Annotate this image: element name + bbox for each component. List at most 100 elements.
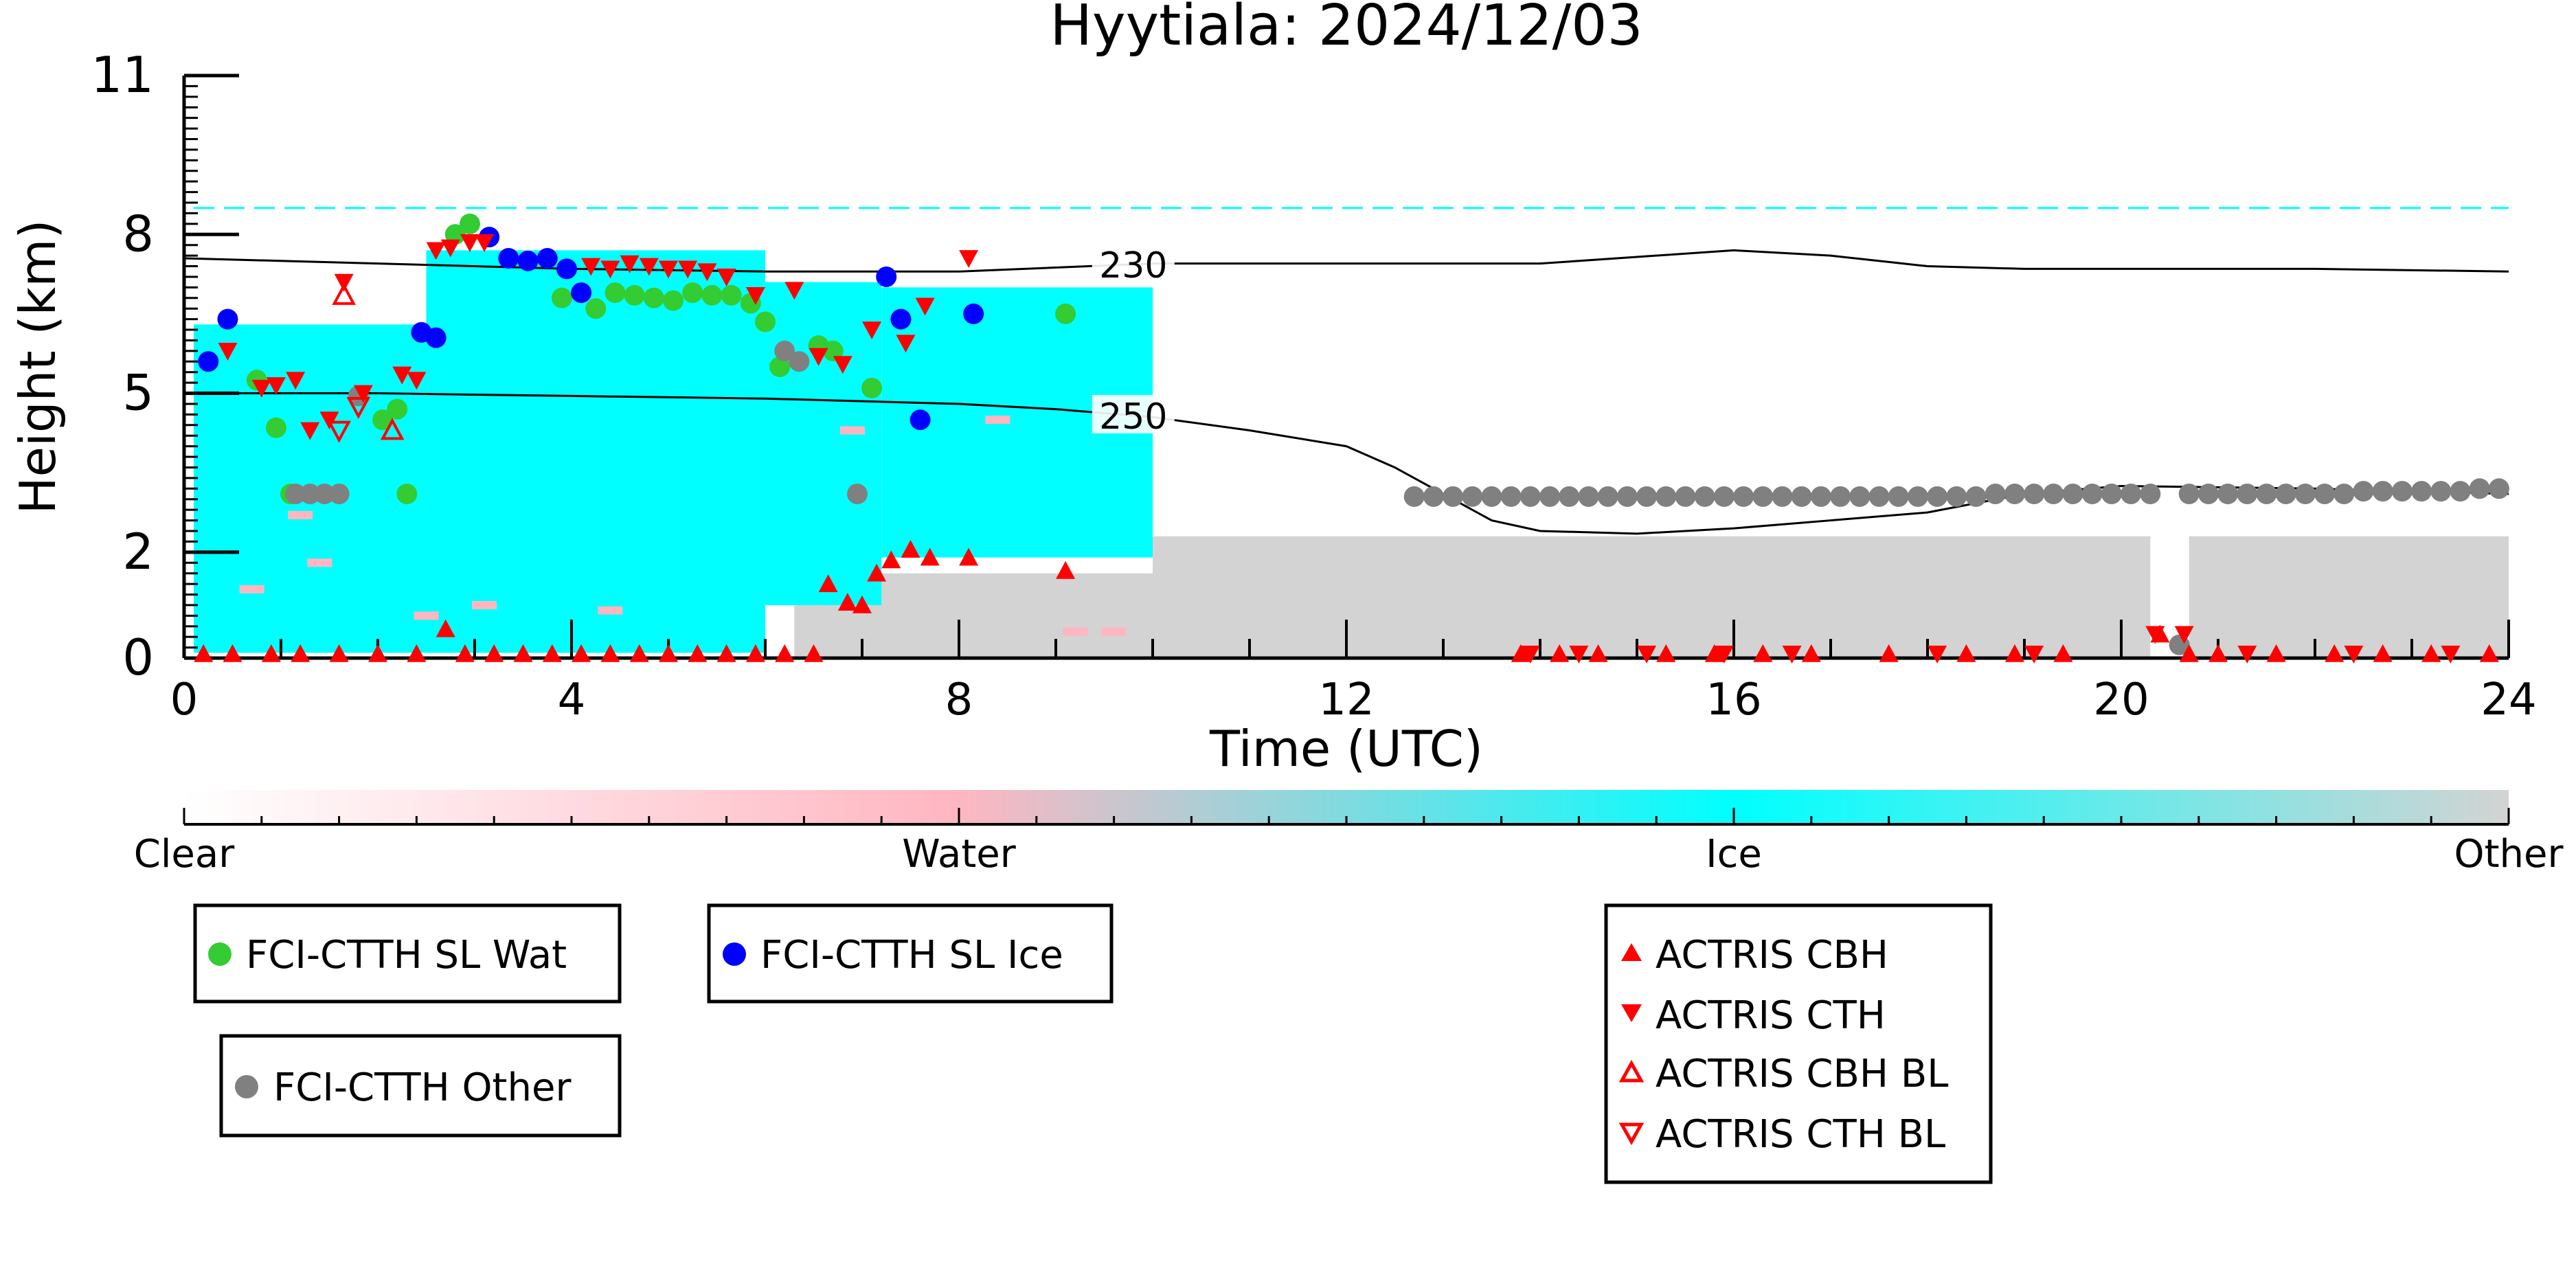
marker-fci-ctth-other — [1810, 486, 1831, 507]
legend-label-cbh: ACTRIS CBH — [1656, 933, 1888, 978]
x-tick-label: 24 — [2481, 675, 2536, 725]
marker-fci-ctth-other — [1946, 486, 1967, 507]
marker-fci-ctth-sl-ice — [963, 303, 984, 324]
marker-fci-ctth-other — [2237, 484, 2258, 505]
legend-label-cth-bl: ACTRIS CTH BL — [1656, 1112, 1945, 1157]
marker-actris-cth — [659, 260, 678, 279]
marker-actris-cth — [697, 263, 717, 282]
marker-actris-cth — [915, 297, 935, 316]
marker-fci-ctth-sl-wat — [755, 311, 776, 332]
marker-actris-cth — [745, 287, 765, 305]
marker-fci-ctth-other — [1443, 486, 1464, 507]
marker-fci-ctth-sl-wat — [585, 298, 607, 319]
marker-fci-ctth-other — [1616, 486, 1638, 507]
isoline-230 — [184, 249, 2509, 273]
marker-fci-ctth-sl-wat — [861, 377, 883, 398]
y-tick-label: 11 — [91, 46, 154, 104]
legend-marker-other — [235, 1075, 258, 1098]
marker-actris-cbh — [2208, 644, 2228, 662]
marker-actris-cth — [2174, 626, 2194, 644]
marker-fci-ctth-other — [1713, 486, 1735, 507]
marker-actris-cth — [639, 258, 659, 276]
marker-fci-ctth-sl-wat — [701, 284, 723, 306]
x-axis-label: Time (UTC) — [1209, 720, 1483, 778]
legend-box — [219, 1034, 622, 1138]
legend-label-cth: ACTRIS CTH — [1656, 993, 1886, 1038]
marker-actris-cth — [218, 342, 238, 361]
marker-actris-cbh — [920, 547, 940, 566]
x-tick-label: 8 — [945, 675, 973, 725]
marker-fci-ctth-sl-wat — [682, 282, 703, 304]
marker-fci-ctth-other — [1423, 486, 1444, 507]
marker-actris-cbh — [194, 644, 214, 662]
colorbar-label-ice: Ice — [1706, 832, 1762, 877]
marker-fci-ctth-other — [1559, 486, 1580, 507]
marker-fci-ctth-sl-wat — [387, 398, 408, 420]
marker-fci-ctth-other — [1849, 486, 1871, 507]
isoline-label-bg — [1092, 243, 1175, 282]
marker-actris-cth — [1928, 645, 1947, 664]
marker-actris-cth — [1714, 645, 1734, 664]
marker-fci-ctth-other — [2275, 484, 2296, 505]
marker-fci-ctth-other — [300, 484, 321, 505]
marker-actris-cbh — [455, 644, 475, 662]
marker-actris-cbh — [1511, 644, 1530, 662]
colorbar-label-water: Water — [902, 832, 1017, 877]
legend-box — [707, 903, 1114, 1004]
isoline-label-230: 230 — [1099, 245, 1167, 286]
marker-actris-cbh — [368, 644, 387, 662]
marker-actris-cth — [1782, 645, 1802, 664]
marker-actris-cbh — [513, 644, 533, 662]
marker-actris-cth — [833, 356, 852, 374]
marker-actris-cbh — [629, 644, 649, 662]
chart-title: Hyytiala: 2024/12/03 — [1050, 0, 1642, 58]
cloud-classification-field — [194, 207, 2509, 658]
y-tick-label: 2 — [122, 523, 154, 580]
marker-fci-ctth-other — [2178, 484, 2200, 505]
marker-actris-cth — [426, 242, 446, 260]
water-patch — [307, 558, 332, 567]
marker-actris-cbh — [542, 644, 562, 662]
marker-actris-cth — [862, 321, 882, 340]
marker-actris-cth — [460, 234, 479, 252]
marker-actris-cbh — [407, 644, 427, 662]
marker-actris-cbh — [804, 644, 824, 662]
marker-actris-cth — [266, 377, 286, 395]
marker-fci-ctth-other — [1597, 486, 1618, 507]
legend-label-other: FCI-CTTH Other — [273, 1065, 572, 1110]
marker-fci-ctth-sl-ice — [571, 282, 592, 304]
colorbar-ticks — [183, 808, 2510, 824]
marker-actris-cth — [2441, 645, 2461, 664]
marker-actris-cbh — [484, 644, 504, 662]
marker-fci-ctth-sl-wat — [663, 290, 684, 311]
marker-fci-ctth-sl-ice — [556, 258, 577, 280]
marker-actris-cbh — [261, 644, 281, 662]
marker-fci-ctth-other — [2488, 478, 2509, 499]
legend-marker-cth-bl — [1618, 1122, 1645, 1146]
marker-actris-cbh — [688, 644, 708, 662]
marker-actris-cth-bl — [346, 396, 371, 420]
marker-actris-cbh — [2421, 644, 2441, 662]
marker-actris-cth — [353, 385, 373, 403]
marker-actris-cth-bl — [327, 420, 351, 443]
marker-fci-ctth-other — [1868, 486, 1890, 507]
marker-fci-ctth-sl-ice — [536, 247, 558, 269]
marker-fci-ctth-other — [1927, 486, 1948, 507]
marker-actris-cth — [2145, 626, 2165, 644]
marker-actris-cth — [300, 422, 320, 440]
x-axis-ticks: 0 4 8 12 16 20 24 — [170, 620, 2537, 725]
water-patch — [1101, 627, 1127, 636]
y-tick-label: 8 — [122, 205, 154, 262]
marker-fci-ctth-other — [774, 340, 795, 361]
marker-fci-ctth-other — [1907, 486, 1928, 507]
marker-fci-ctth-other — [2294, 484, 2316, 505]
marker-fci-ctth-other — [1500, 486, 1522, 507]
marker-fci-ctth-sl-ice — [498, 247, 519, 269]
marker-actris-cth — [407, 372, 427, 390]
marker-fci-ctth-other — [1733, 486, 1754, 507]
marker-actris-cbh — [2004, 644, 2024, 662]
marker-fci-ctth-other — [1791, 486, 1812, 507]
marker-actris-cbh — [959, 547, 979, 566]
marker-fci-ctth-sl-ice — [217, 308, 238, 330]
marker-fci-ctth-sl-wat — [605, 282, 626, 304]
